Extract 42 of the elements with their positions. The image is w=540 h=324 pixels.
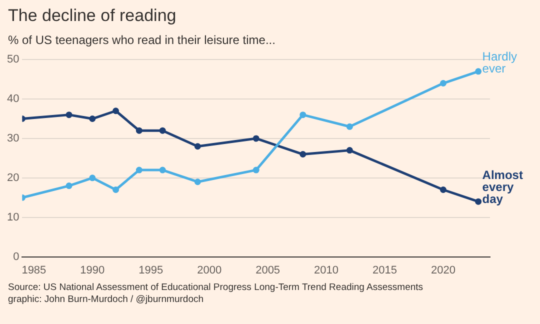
point (300, 112, 306, 118)
y-tick-label: 0 (13, 250, 20, 263)
point (194, 143, 201, 150)
y-tick-label: 10 (6, 211, 20, 224)
chart-title: The decline of reading (8, 6, 176, 26)
x-tick-label: 2020 (430, 264, 456, 276)
y-tick-label: 40 (6, 93, 20, 106)
point (440, 186, 446, 193)
x-tick-label: 1985 (22, 264, 46, 276)
point (89, 174, 96, 182)
point (194, 178, 201, 186)
y-tick-label: 50 (6, 54, 20, 66)
y-tick-label: 20 (6, 172, 20, 184)
point (440, 80, 446, 87)
x-tick-label: 1995 (138, 264, 164, 276)
x-tick-label: 1990 (80, 264, 105, 276)
chart-subtitle: % of US teenagers who read in their leisure time... (8, 33, 276, 47)
source-note: Source: US National Assessment of Educational Progress Long-Term Trend Reading Assessments (8, 282, 424, 294)
point (346, 123, 353, 130)
point (159, 127, 166, 134)
point (112, 108, 120, 114)
y-tick-label: 30 (6, 132, 20, 145)
series-label: Hardly ever (482, 50, 517, 76)
point (252, 166, 260, 174)
point (475, 198, 482, 205)
point (89, 116, 96, 122)
x-tick-label: 2010 (314, 264, 339, 276)
point (300, 151, 306, 158)
point (346, 147, 353, 154)
series-label: Almost every day (482, 168, 523, 206)
point (66, 112, 72, 118)
point (136, 127, 142, 134)
point (66, 182, 72, 190)
point (112, 186, 120, 193)
text: graphic: John Burn-Murdoch / @jburnmurdoch (8, 294, 205, 306)
point (159, 166, 166, 174)
x-tick-label: 2000 (197, 264, 222, 276)
x-tick-label: 2005 (256, 264, 280, 276)
point (136, 166, 142, 174)
point (475, 68, 482, 75)
x-tick-label: 2015 (372, 264, 397, 276)
point (252, 135, 260, 142)
